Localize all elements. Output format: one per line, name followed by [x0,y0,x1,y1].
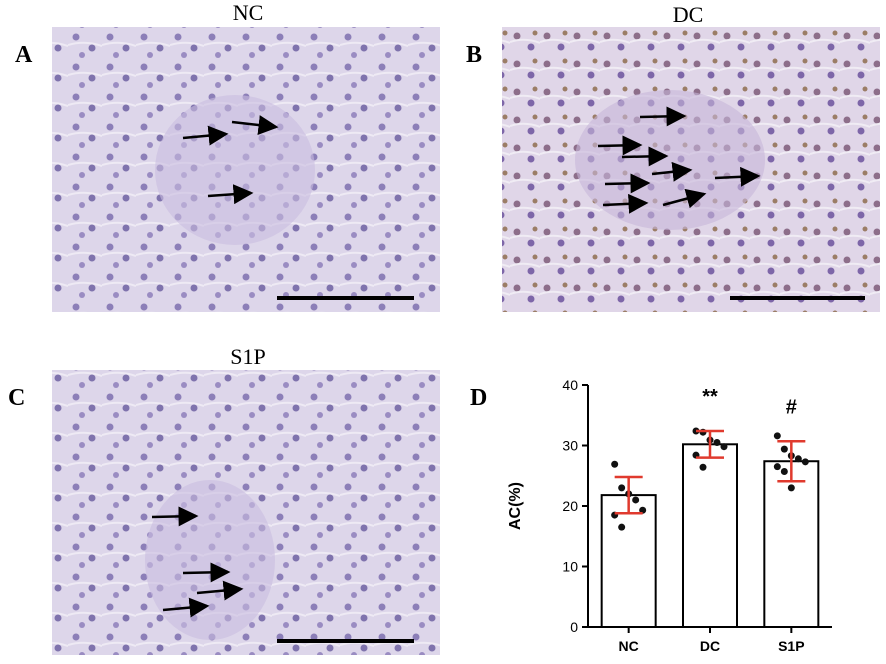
data-point [780,445,788,453]
error-bar [696,429,724,459]
x-tick-label: NC [619,638,639,654]
data-point [632,496,640,504]
panel-letter: C [8,385,25,411]
panel-letter: A [15,42,33,68]
data-point [787,484,795,492]
panel-title: S1P [230,344,265,369]
data-point [794,455,802,463]
significance-label: ** [702,386,718,408]
data-point [773,463,781,471]
error-bar [777,440,806,483]
y-tick-label: 0 [570,619,578,635]
panel-letter: D [470,385,487,411]
bar-chart: 0 10 20 30 40 NC DC ** S1P # [562,377,832,654]
data-point [780,468,788,476]
panel-letter: B [466,42,482,68]
y-tick-label: 30 [562,438,578,454]
y-tick-label: 40 [562,377,578,393]
significance-label: # [786,396,797,418]
data-point [720,443,728,451]
y-axis-label: AC(%) [507,482,524,530]
panel-title: DC [673,2,704,27]
data-point [611,460,619,468]
data-point [801,458,809,466]
data-point [699,463,707,471]
x-tick-label: DC [700,638,720,654]
panel-title: NC [233,0,264,25]
data-point [618,484,626,492]
bar [682,443,738,629]
micrograph-a [52,27,440,312]
x-tick-label: S1P [778,638,804,654]
micrograph-b [502,27,880,312]
y-tick-label: 10 [562,559,578,575]
data-point [773,432,781,440]
micrograph-c [52,370,440,655]
bar [600,494,657,628]
error-bar [614,475,643,515]
data-point [618,523,626,531]
data-point [639,506,647,514]
data-point [713,438,721,446]
y-tick-label: 20 [562,498,578,514]
